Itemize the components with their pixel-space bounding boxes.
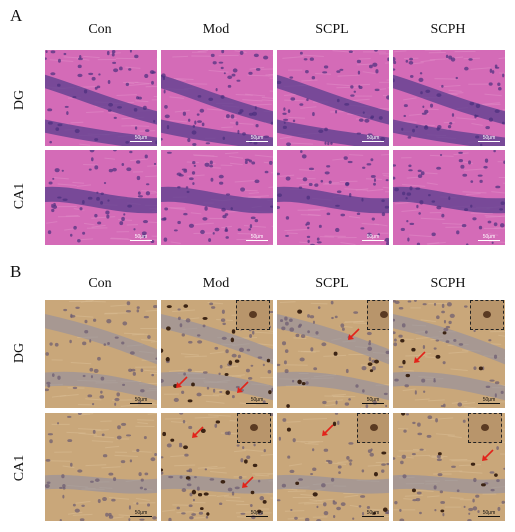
zoom-inset: [236, 300, 270, 330]
scale-bar-label: 50μm: [482, 234, 496, 240]
red-arrow-icon: [348, 328, 360, 340]
scale-bar: 50μm: [362, 510, 384, 517]
ihc-micrograph: 50μm: [393, 300, 505, 408]
column-label-con-b: Con: [88, 276, 112, 291]
column-label-scph: SCPH: [430, 22, 466, 37]
zoom-inset: [367, 300, 389, 330]
positive-cell: [249, 311, 257, 318]
scale-bar-line: [130, 240, 152, 241]
scale-bar: 50μm: [246, 397, 268, 404]
scale-bar-line: [246, 240, 268, 241]
positive-cell: [481, 424, 489, 431]
scale-bar: 50μm: [362, 135, 384, 142]
he-micrograph: 50μm: [161, 150, 273, 245]
scale-bar-line: [246, 141, 268, 142]
scale-bar-label: 50μm: [134, 234, 148, 240]
scale-bar-line: [478, 516, 500, 517]
he-micrograph: 50μm: [161, 50, 273, 146]
scale-bar-label: 50μm: [250, 397, 264, 403]
scale-bar-line: [478, 403, 500, 404]
row-label-ca1-b: CA1: [12, 454, 27, 482]
scale-bar-label: 50μm: [134, 135, 148, 141]
scale-bar: 50μm: [130, 510, 152, 517]
red-arrow-icon: [482, 449, 494, 461]
ihc-micrograph: 50μm: [45, 300, 157, 408]
positive-cell: [250, 424, 258, 431]
column-label-mod: Mod: [202, 22, 230, 37]
scale-bar-line: [478, 240, 500, 241]
ihc-micrograph: 50μm: [161, 413, 273, 521]
red-arrow-icon: [192, 426, 204, 438]
red-arrow-icon: [176, 376, 188, 388]
scale-bar-label: 50μm: [482, 510, 496, 516]
scale-bar-label: 50μm: [250, 234, 264, 240]
red-arrow-icon: [414, 351, 426, 363]
red-arrow-icon: [242, 476, 254, 488]
zoom-inset: [237, 413, 271, 443]
scale-bar-line: [478, 141, 500, 142]
column-label-scpl: SCPL: [315, 22, 349, 37]
red-arrow-icon: [322, 424, 334, 436]
scale-bar: 50μm: [478, 397, 500, 404]
he-micrograph: 50μm: [393, 50, 505, 146]
ihc-micrograph: 50μm: [45, 413, 157, 521]
scale-bar: 50μm: [478, 510, 500, 517]
he-micrograph: 50μm: [277, 50, 389, 146]
column-label-con: Con: [88, 22, 112, 37]
ihc-micrograph: 50μm: [161, 300, 273, 408]
scale-bar: 50μm: [130, 397, 152, 404]
scale-bar: 50μm: [130, 234, 152, 241]
scale-bar-label: 50μm: [250, 135, 264, 141]
zoom-inset: [357, 413, 389, 443]
scale-bar-label: 50μm: [250, 510, 264, 516]
ihc-micrograph: 50μm: [393, 413, 505, 521]
scale-bar: 50μm: [246, 135, 268, 142]
scale-bar-line: [130, 141, 152, 142]
scale-bar-line: [130, 403, 152, 404]
he-micrograph: 50μm: [277, 150, 389, 245]
scale-bar: 50μm: [246, 510, 268, 517]
scale-bar-label: 50μm: [134, 397, 148, 403]
positive-cell: [380, 311, 388, 318]
red-arrow-icon: [237, 381, 249, 393]
scale-bar: 50μm: [362, 397, 384, 404]
scale-bar-line: [362, 403, 384, 404]
zoom-inset: [468, 413, 502, 443]
scale-bar-line: [362, 240, 384, 241]
scale-bar: 50μm: [246, 234, 268, 241]
column-label-mod-b: Mod: [202, 276, 230, 291]
scale-bar-line: [246, 403, 268, 404]
scale-bar-label: 50μm: [482, 135, 496, 141]
scale-bar-label: 50μm: [366, 397, 380, 403]
zoom-inset: [470, 300, 504, 330]
column-label-scph-b: SCPH: [430, 276, 466, 291]
scale-bar-label: 50μm: [366, 510, 380, 516]
scale-bar: 50μm: [478, 234, 500, 241]
scale-bar-label: 50μm: [482, 397, 496, 403]
scale-bar-label: 50μm: [366, 234, 380, 240]
panel-letter-b: B: [10, 262, 22, 281]
scale-bar-line: [130, 516, 152, 517]
scale-bar-line: [246, 516, 268, 517]
row-label-ca1: CA1: [12, 182, 27, 210]
positive-cell: [483, 311, 491, 318]
scale-bar: 50μm: [130, 135, 152, 142]
he-micrograph: 50μm: [393, 150, 505, 245]
column-label-scpl-b: SCPL: [315, 276, 349, 291]
scale-bar: 50μm: [478, 135, 500, 142]
scale-bar-line: [362, 516, 384, 517]
scale-bar-label: 50μm: [134, 510, 148, 516]
he-micrograph: 50μm: [45, 50, 157, 146]
he-micrograph: 50μm: [45, 150, 157, 245]
positive-cell: [370, 424, 378, 431]
row-label-dg: DG: [12, 89, 27, 111]
panel-letter-a: A: [10, 6, 23, 25]
scale-bar-label: 50μm: [366, 135, 380, 141]
scale-bar: 50μm: [362, 234, 384, 241]
ihc-micrograph: 50μm: [277, 300, 389, 408]
row-label-dg-b: DG: [12, 342, 27, 364]
scale-bar-line: [362, 141, 384, 142]
ihc-micrograph: 50μm: [277, 413, 389, 521]
